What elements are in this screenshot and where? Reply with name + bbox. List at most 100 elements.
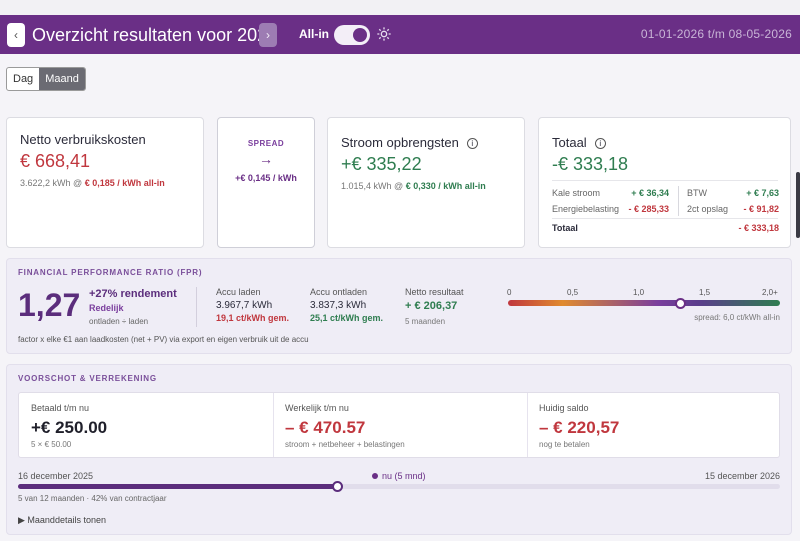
fpr-divider — [196, 287, 197, 327]
saldo-note: nog te betalen — [539, 440, 590, 449]
row-energiebelasting-label: Energiebelasting — [552, 204, 620, 214]
row-2ct-label: 2ct opslag — [687, 204, 729, 214]
gear-icon[interactable] — [376, 25, 392, 43]
allin-label: All-in — [299, 27, 329, 41]
accu-ontladen-label: Accu ontladen — [310, 287, 368, 297]
header-bar: ‹ Overzicht resultaten voor 2026 › All-i… — [0, 15, 800, 54]
fpr-footnote: factor x elke €1 aan laadkosten (net + P… — [18, 335, 309, 344]
view-toggle: Dag Maand — [6, 67, 86, 91]
view-maand-button[interactable]: Maand — [39, 68, 85, 90]
netto-detail-prefix: 3.622,2 kWh @ — [20, 178, 83, 188]
fpr-gauge-bar — [508, 300, 780, 306]
gauge-tick-4: 2,0+ — [762, 288, 778, 297]
gauge-tick-1: 0,5 — [567, 288, 579, 297]
stroom-card: Stroom opbrengsten i +€ 335,22 1.015,4 kW… — [327, 117, 525, 248]
allin-toggle[interactable] — [334, 25, 370, 45]
netto-title: Netto verbruikskosten — [20, 132, 146, 147]
timeline-progress-fill — [18, 484, 339, 489]
timeline-end-date: 15 december 2026 — [704, 471, 780, 481]
fpr-title: FINANCIAL PERFORMANCE RATIO (FPR) — [18, 268, 203, 277]
prev-year-button[interactable]: ‹ — [7, 23, 25, 47]
timeline-marker — [332, 481, 344, 492]
accu-laden-kwh: 3.967,7 kWh — [216, 300, 273, 311]
top-strip — [0, 0, 800, 15]
timeline-bar — [18, 484, 780, 489]
chevron-left-icon: ‹ — [14, 28, 18, 42]
betaald-value: +€ 250.00 — [31, 418, 108, 437]
view-dag-button[interactable]: Dag — [13, 73, 34, 85]
scrollbar-thumb[interactable] — [796, 172, 800, 238]
totaal-divider — [552, 180, 778, 181]
totaal-title: Totaal — [552, 135, 587, 150]
fpr-spread-note: spread: 6,0 ct/kWh all-in — [694, 313, 780, 322]
timeline-start-date: 16 december 2025 — [18, 471, 94, 481]
werkelijk-label: Werkelijk t/m nu — [285, 403, 349, 413]
totaal-sum-label: Totaal — [552, 223, 578, 233]
info-icon[interactable]: i — [594, 138, 606, 149]
accu-ontladen-rate: 25,1 ct/kWh gem. — [310, 313, 384, 323]
info-icon[interactable]: i — [466, 138, 478, 149]
gauge-tick-2: 1,0 — [633, 288, 645, 297]
chevron-right-icon: › — [266, 28, 270, 42]
stroom-value: +€ 335,22 — [341, 154, 422, 174]
spread-value: +€ 0,145 / kWh — [235, 173, 297, 183]
betaald-label: Betaald t/m nu — [31, 403, 90, 413]
stroom-detail-prefix: 1.015,4 kWh @ — [341, 181, 404, 191]
netto-resultaat-value: + € 206,37 — [405, 300, 458, 312]
date-range: 01-01-2026 t/m 08-05-2026 — [640, 27, 792, 41]
accu-ontladen-kwh: 3.837,3 kWh — [310, 300, 367, 311]
fpr-rendement: +27% rendement — [89, 288, 177, 300]
timeline-progress-note: 5 van 12 maanden · 42% van contractjaar — [18, 494, 167, 503]
row-2ct-value: - € 91,82 — [743, 204, 779, 214]
row-energiebelasting-value: - € 285,33 — [628, 204, 669, 214]
fpr-ratio: 1,27 — [18, 287, 81, 323]
stroom-detail: 1.015,4 kWh @ € 0,330 / kWh all-in — [341, 181, 486, 191]
next-year-button[interactable]: › — [259, 23, 277, 47]
maanddetails-toggle[interactable]: ▶ Maanddetails tonen — [18, 515, 106, 525]
netto-detail: 3.622,2 kWh @ € 0,185 / kWh all-in — [20, 178, 165, 188]
stroom-title-row: Stroom opbrengsten i — [341, 135, 478, 150]
fpr-rating: Redelijk — [89, 303, 124, 313]
accu-laden-label: Accu laden — [216, 287, 261, 297]
totaal-sum-divider — [552, 218, 778, 219]
timeline-now-label: nu (5 mnd) — [372, 471, 426, 481]
spread-card: SPREAD → +€ 0,145 / kWh — [217, 117, 315, 248]
voorschot-summary: Betaald t/m nu +€ 250.00 5 × € 50.00 Wer… — [18, 392, 780, 458]
row-kale-stroom-value: + € 36,34 — [631, 188, 669, 198]
sub-divider-2 — [527, 393, 528, 457]
totaal-sum-value: - € 333,18 — [738, 223, 779, 233]
stroom-title: Stroom opbrengsten — [341, 135, 459, 150]
netto-resultaat-months: 5 maanden — [405, 317, 446, 326]
now-text: nu (5 mnd) — [382, 471, 426, 481]
saldo-value: – € 220,57 — [539, 418, 620, 437]
betaald-note: 5 × € 50.00 — [31, 440, 72, 449]
row-btw-value: + € 7,63 — [746, 188, 779, 198]
row-btw-label: BTW — [687, 188, 707, 198]
werkelijk-value: – € 470.57 — [285, 418, 366, 437]
arrow-right-icon: → — [259, 151, 273, 167]
gauge-tick-3: 1,5 — [699, 288, 711, 297]
totaal-title-row: Totaal i — [552, 135, 606, 150]
netto-detail-rate: € 0,185 / kWh all-in — [84, 178, 165, 188]
sub-divider-1 — [273, 393, 274, 457]
stroom-detail-rate: € 0,330 / kWh all-in — [405, 181, 486, 191]
spread-label: SPREAD — [247, 139, 285, 148]
totaal-value: -€ 333,18 — [552, 154, 629, 174]
now-dot-icon — [372, 473, 378, 479]
toggle-knob — [353, 28, 367, 42]
voorschot-title: VOORSCHOT & VERREKENING — [18, 374, 157, 383]
accu-laden-rate: 19,1 ct/kWh gem. — [216, 313, 290, 323]
page-title: Overzicht resultaten voor 2026 — [32, 25, 278, 45]
werkelijk-note: stroom + netbeheer + belastingen — [285, 440, 405, 449]
saldo-label: Huidig saldo — [539, 403, 589, 413]
netto-card: Netto verbruikskosten € 668,41 3.622,2 k… — [6, 117, 204, 248]
netto-resultaat-label: Netto resultaat — [405, 287, 464, 297]
fpr-gauge-marker — [674, 298, 686, 309]
netto-value: € 668,41 — [20, 151, 91, 171]
row-kale-stroom-label: Kale stroom — [552, 188, 601, 198]
totaal-card: Totaal i -€ 333,18 Kale stroom + € 36,34 … — [538, 117, 791, 248]
fpr-formula: ontladen ÷ laden — [89, 317, 149, 326]
gauge-tick-0: 0 — [507, 288, 512, 297]
fpr-panel — [6, 258, 792, 354]
totaal-col-divider — [678, 186, 679, 216]
